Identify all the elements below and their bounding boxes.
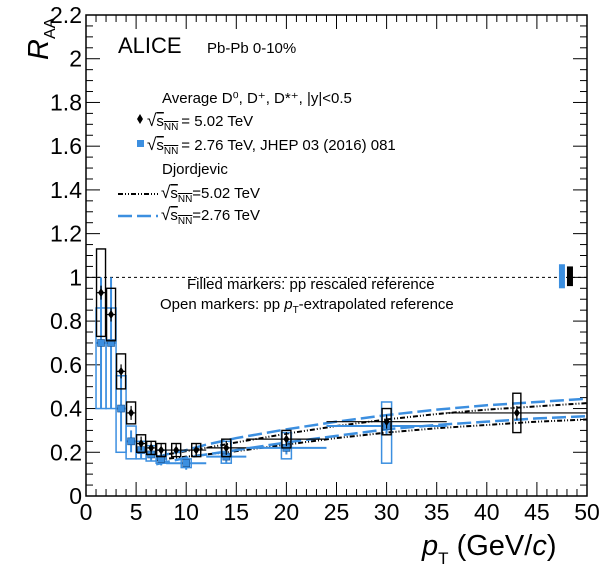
- plot-frame: [85, 14, 588, 497]
- y-tick-label: 1.8: [50, 89, 82, 115]
- x-axis-title: pT (GeV/c): [421, 530, 557, 568]
- data-point-502: [108, 310, 115, 320]
- norm-box: [558, 264, 565, 289]
- data-point-276: [182, 459, 190, 468]
- x-tick-label: 0: [80, 499, 93, 525]
- data-point-276: [117, 404, 125, 413]
- x-tick-label: 15: [224, 499, 250, 525]
- y-tick-label: 2: [69, 46, 82, 72]
- legend-model-276: √sNN=2.76 TeV: [161, 205, 260, 227]
- x-tick-label: 40: [474, 499, 500, 525]
- normalization-boxes: [558, 264, 573, 289]
- x-tick-label: 5: [130, 499, 143, 525]
- data-point-502: [283, 434, 290, 444]
- data-point-502: [193, 445, 200, 455]
- data-point-502: [513, 408, 520, 418]
- note-open: Open markers: pp pT-extrapolated referen…: [160, 296, 454, 316]
- data-point-276: [107, 339, 115, 347]
- legend: Average D⁰, D⁺, D*⁺, |y|<0.5 √sNN = 5.02 …: [118, 90, 396, 227]
- y-tick-label: 0.8: [50, 308, 82, 334]
- y-tick-label: 0.4: [50, 396, 82, 422]
- data-point-502: [223, 443, 230, 453]
- y-tick-label: 1.2: [50, 221, 82, 247]
- legend-entry-276: √sNN = 2.76 TeV, JHEP 03 (2016) 081: [147, 135, 396, 157]
- y-tick-label: 1.4: [50, 177, 82, 203]
- data-point-502: [118, 366, 125, 376]
- system-label: Pb-Pb 0-10%: [207, 40, 296, 57]
- x-tick-label: 30: [374, 499, 400, 525]
- y-tick-label: 0: [69, 483, 82, 509]
- data-point-502: [173, 445, 180, 455]
- data-point-502: [158, 445, 165, 455]
- axis-ticks: [85, 14, 588, 497]
- x-tick-label: 10: [173, 499, 199, 525]
- y-axis-title: RAA: [23, 17, 59, 60]
- x-tick-label: 35: [424, 499, 450, 525]
- legend-model-header: Djordjevic: [162, 161, 228, 178]
- data-point-502: [148, 443, 155, 453]
- y-tick-label: 0.2: [50, 439, 82, 465]
- data-point-276: [127, 437, 135, 446]
- x-tick-label: 45: [524, 499, 550, 525]
- note-filled: Filled markers: pp rescaled reference: [187, 276, 435, 293]
- y-tick-label: 2.2: [50, 2, 82, 28]
- legend-marker-502: [137, 114, 143, 124]
- y-tick-labels: 0 0.2 0.4 0.6 0.8 1 1.2 1.4 1.6 1.8 2 2.2: [50, 2, 82, 509]
- model-curve-lower: [156, 418, 587, 461]
- experiment-label: ALICE: [118, 33, 182, 58]
- legend-model-502: √sNN=5.02 TeV: [161, 183, 260, 205]
- y-tick-label: 1: [69, 264, 82, 290]
- series-5p02: [95, 248, 587, 458]
- data-point-276: [97, 339, 105, 347]
- data-point-502: [98, 288, 105, 298]
- data-point-502: [383, 417, 390, 427]
- data-point-502: [128, 408, 135, 418]
- model-curve-upper: [155, 397, 587, 460]
- y-tick-label: 1.6: [50, 133, 82, 159]
- legend-entry-502: √sNN = 5.02 TeV: [147, 111, 253, 133]
- x-tick-label: 50: [574, 499, 600, 525]
- norm-box: [566, 266, 573, 287]
- data-point-502: [138, 439, 145, 449]
- legend-header: Average D⁰, D⁺, D*⁺, |y|<0.5: [162, 90, 352, 107]
- x-tick-label: 20: [274, 499, 300, 525]
- x-tick-labels: 0 5 10 15 20 25 30 35 40 45 50: [80, 499, 600, 525]
- x-tick-label: 25: [324, 499, 350, 525]
- y-tick-label: 0.6: [50, 352, 82, 378]
- legend-marker-276: [137, 140, 144, 147]
